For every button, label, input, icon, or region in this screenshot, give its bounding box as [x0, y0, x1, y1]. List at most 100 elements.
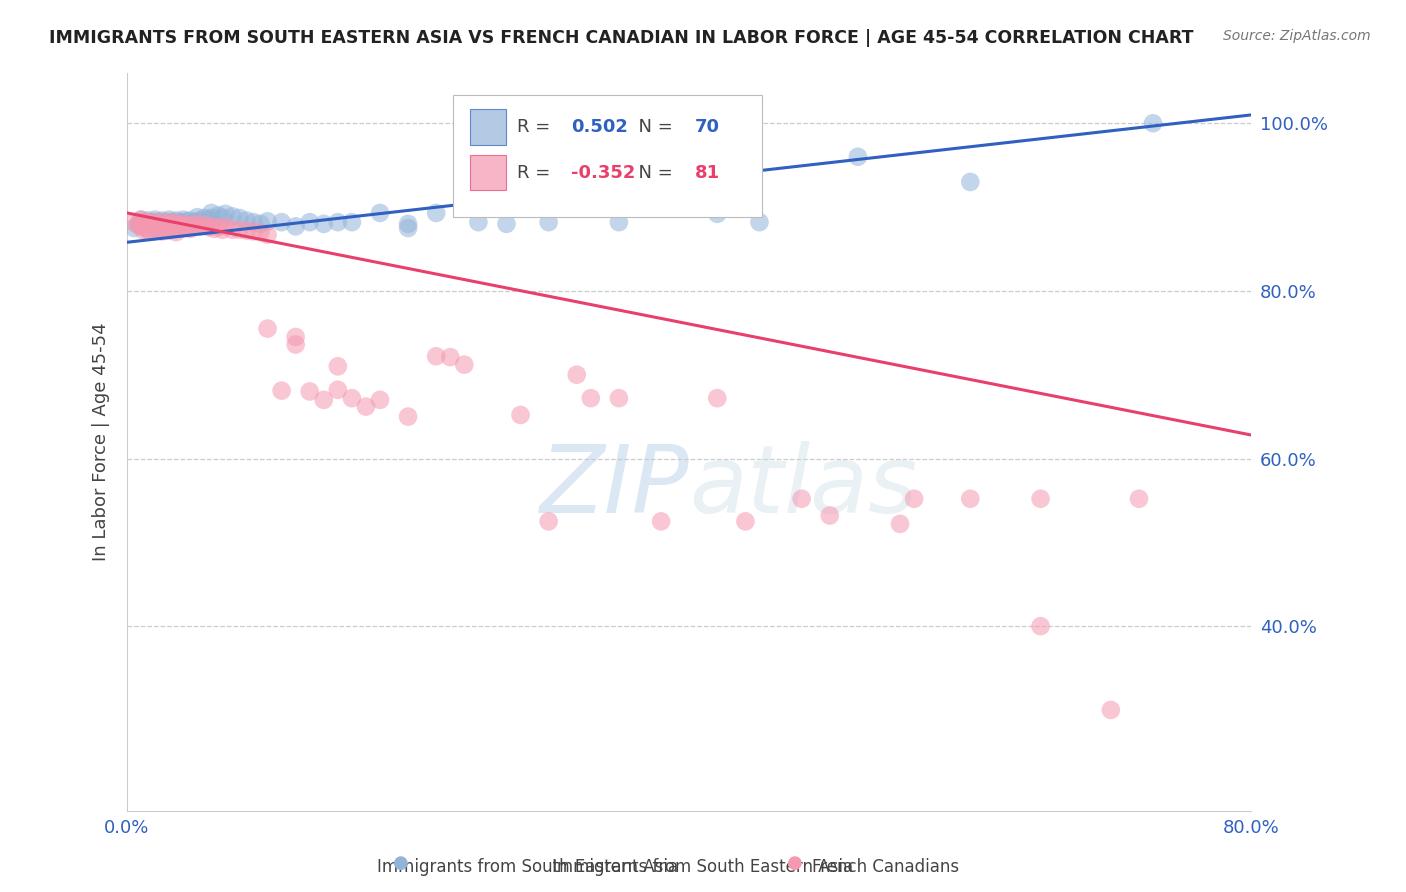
Point	[132, 219, 155, 234]
Point	[228, 211, 250, 225]
Point	[146, 215, 169, 229]
Point	[607, 391, 630, 405]
Point	[242, 215, 264, 229]
Point	[179, 213, 201, 227]
Point	[143, 223, 166, 237]
Point	[1128, 491, 1150, 506]
Point	[132, 215, 155, 229]
Point	[136, 219, 159, 234]
Point	[165, 216, 187, 230]
Point	[565, 368, 588, 382]
Point	[146, 222, 169, 236]
Point	[143, 217, 166, 231]
Point	[127, 219, 149, 233]
Point	[214, 219, 236, 234]
Point	[143, 219, 166, 234]
Point	[129, 219, 152, 233]
Point	[298, 215, 321, 229]
Point	[200, 206, 222, 220]
FancyBboxPatch shape	[453, 95, 762, 217]
Point	[1142, 116, 1164, 130]
Point	[453, 358, 475, 372]
Point	[122, 215, 145, 229]
Text: N =: N =	[627, 163, 679, 182]
Text: ZIP: ZIP	[540, 441, 689, 532]
Point	[396, 409, 419, 424]
Point	[235, 223, 257, 237]
Point	[340, 215, 363, 229]
Point	[132, 223, 155, 237]
Point	[150, 218, 173, 232]
Point	[509, 408, 531, 422]
Point	[179, 218, 201, 232]
Point	[150, 216, 173, 230]
Point	[790, 491, 813, 506]
Point	[150, 213, 173, 227]
Point	[607, 215, 630, 229]
Text: Immigrants from South Eastern Asia: Immigrants from South Eastern Asia	[553, 858, 853, 876]
Point	[165, 213, 187, 227]
Point	[959, 175, 981, 189]
FancyBboxPatch shape	[470, 155, 506, 190]
Text: ●: ●	[392, 855, 409, 872]
Point	[122, 221, 145, 235]
Text: IMMIGRANTS FROM SOUTH EASTERN ASIA VS FRENCH CANADIAN IN LABOR FORCE | AGE 45-54: IMMIGRANTS FROM SOUTH EASTERN ASIA VS FR…	[49, 29, 1194, 46]
Point	[160, 215, 183, 229]
Point	[143, 215, 166, 229]
Point	[165, 225, 187, 239]
Point	[200, 211, 222, 225]
Point	[706, 150, 728, 164]
Point	[425, 349, 447, 363]
Point	[129, 212, 152, 227]
Point	[200, 219, 222, 234]
Point	[143, 221, 166, 235]
Point	[326, 215, 349, 229]
Point	[141, 217, 163, 231]
Point	[174, 214, 197, 228]
Point	[396, 221, 419, 235]
Point	[207, 220, 229, 235]
Point	[157, 212, 180, 227]
Text: 81: 81	[695, 163, 720, 182]
Point	[1029, 491, 1052, 506]
Point	[157, 219, 180, 234]
Point	[172, 221, 194, 235]
Point	[706, 207, 728, 221]
Point	[298, 384, 321, 399]
Point	[150, 220, 173, 235]
Point	[169, 219, 191, 233]
Point	[136, 222, 159, 236]
Point	[197, 212, 219, 227]
Point	[157, 223, 180, 237]
Point	[155, 222, 177, 236]
Point	[326, 359, 349, 374]
Point	[537, 215, 560, 229]
Point	[165, 218, 187, 232]
Point	[157, 217, 180, 231]
Point	[706, 391, 728, 405]
Point	[202, 222, 225, 236]
Point	[326, 383, 349, 397]
Point	[143, 212, 166, 227]
Text: Immigrants from South Eastern Asia: Immigrants from South Eastern Asia	[377, 858, 678, 876]
Point	[132, 215, 155, 229]
Point	[439, 350, 461, 364]
Point	[129, 212, 152, 227]
Point	[425, 206, 447, 220]
Point	[221, 223, 243, 237]
Text: 0.502: 0.502	[571, 118, 628, 136]
Point	[186, 217, 208, 231]
Point	[141, 221, 163, 235]
Point	[141, 219, 163, 234]
Text: -0.352: -0.352	[571, 163, 636, 182]
Point	[186, 215, 208, 229]
Point	[136, 218, 159, 232]
Text: ●: ●	[786, 855, 803, 872]
Point	[249, 217, 271, 231]
Point	[146, 219, 169, 233]
Point	[495, 217, 517, 231]
Point	[186, 210, 208, 224]
Point	[818, 508, 841, 523]
Point	[903, 491, 925, 506]
Point	[214, 207, 236, 221]
